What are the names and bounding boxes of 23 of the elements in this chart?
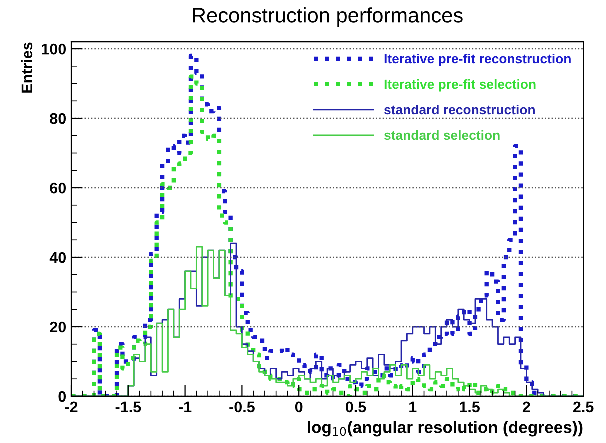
x-tick-label: 1.5: [460, 402, 480, 413]
legend-label: Iterative pre-fit selection: [384, 79, 536, 92]
x-tick-label: 2.5: [573, 402, 594, 413]
y-axis-title: Entries: [21, 42, 33, 93]
legend-label: standard selection: [384, 130, 500, 140]
y-tick-label: 100: [42, 44, 66, 55]
y-tick-label: 60: [50, 182, 66, 194]
y-tick-label: 40: [50, 252, 66, 264]
x-tick-label: -1: [179, 402, 192, 412]
legend-label: standard reconstruction: [384, 104, 535, 115]
x-tick-label: 2: [522, 402, 530, 412]
x-tick-label: -1.5: [116, 402, 142, 413]
x-axis-title: log$_{10}$(angular resolution (degrees)): [308, 421, 583, 437]
x-tick-label: 1: [410, 402, 417, 412]
legend-label: Iterative pre-fit reconstruction: [384, 54, 571, 66]
y-tick-label: 20: [50, 322, 66, 333]
x-tick-label: -0.5: [230, 402, 255, 413]
x-tick-label: 0: [295, 402, 303, 413]
y-tick-label: 80: [50, 113, 66, 124]
x-tick-label: 0.5: [346, 402, 366, 413]
x-tick-label: -2: [65, 402, 78, 412]
y-tick-label: 0: [58, 391, 66, 402]
chart-title: Reconstruction performances: [193, 8, 463, 27]
